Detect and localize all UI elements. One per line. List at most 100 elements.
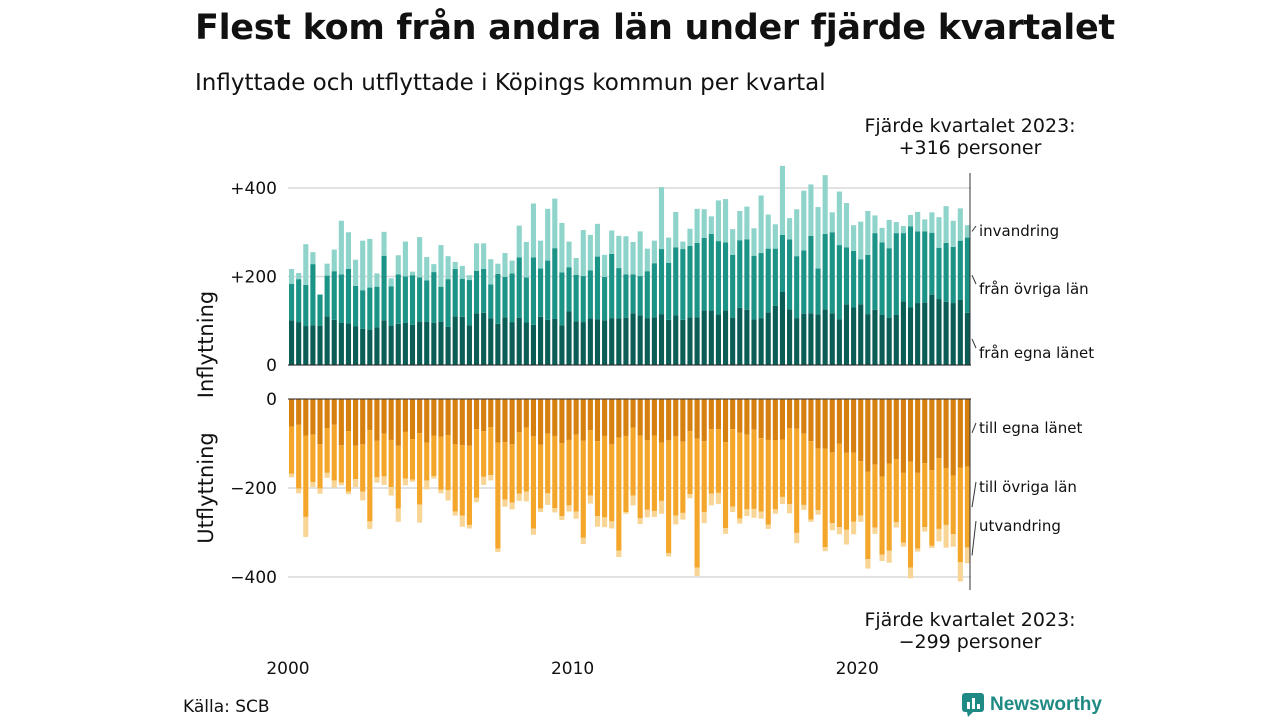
inflow-bar (943, 242, 949, 302)
outflow-bar (317, 444, 323, 489)
inflow-bar (872, 309, 878, 365)
inflow-bar (922, 231, 928, 303)
inflow-bar (459, 278, 465, 317)
inflow-bar (801, 250, 807, 314)
inflow-bar (751, 255, 757, 320)
inflow-bar (651, 240, 657, 264)
outflow-bar (822, 547, 828, 552)
outflow-bar (893, 399, 899, 460)
outflow-bar (922, 527, 928, 532)
outflow-bar (765, 439, 771, 525)
outflow-bar (886, 399, 892, 464)
inflow-bar (851, 250, 857, 308)
inflow-bar (687, 228, 693, 246)
outflow-bar (715, 429, 721, 493)
outflow-bar (324, 428, 330, 473)
outflow-bar (900, 472, 906, 543)
outflow-bar (353, 479, 359, 488)
inflow-bar (310, 252, 316, 265)
inflow-bar (324, 275, 330, 317)
outflow-bar (907, 461, 914, 568)
inflow-bar (900, 226, 906, 234)
outflow-bar (715, 492, 721, 505)
newsworthy-logo[interactable]: Newsworthy (962, 693, 1102, 717)
outflow-bar (744, 509, 750, 517)
outflow-bar (488, 475, 494, 481)
inflow-bar (395, 274, 401, 324)
outflow-bar (602, 517, 608, 528)
inflow-bar (580, 322, 586, 365)
outflow-bar (424, 442, 430, 481)
outflow-bar (395, 508, 401, 522)
inflow-bar (915, 303, 921, 365)
outflow-bar (801, 433, 807, 505)
outflow-bars (289, 399, 970, 582)
outflow-bar (602, 399, 608, 436)
outflow-bar (488, 399, 494, 428)
outflow-bar (851, 452, 857, 522)
x-tick-label: 2000 (266, 659, 309, 679)
outflow-bar (886, 463, 892, 551)
inflow-bar (744, 239, 750, 310)
inflow-bar (402, 276, 408, 323)
inflow-bar (331, 271, 337, 320)
outflow-bar (417, 399, 423, 434)
inflow-series-label: från övriga län (979, 280, 1089, 298)
outflow-bar (808, 519, 814, 522)
inflow-bar (374, 327, 380, 365)
outflow-bar (566, 439, 572, 506)
outflow-bar (523, 399, 529, 428)
inflow-bar (922, 219, 928, 232)
inflow-bar (758, 195, 764, 254)
outflow-bar (545, 399, 551, 434)
series-leader-line (971, 225, 977, 232)
outflow-bar (296, 488, 302, 494)
outflow-bar (374, 399, 380, 441)
inflow-bar (573, 321, 579, 365)
outflow-bar (758, 399, 764, 439)
inflow-bar (772, 305, 778, 365)
inflow-bar (402, 322, 408, 365)
inflow-bar (651, 263, 657, 318)
x-tick-label: 2010 (551, 659, 594, 679)
outflow-bar (445, 490, 451, 501)
inflow-axis-title: Inflyttning (194, 291, 218, 398)
inflow-bar (836, 245, 842, 320)
outflow-bar (708, 493, 714, 506)
outflow-bar (367, 521, 373, 529)
inflow-bar (317, 325, 323, 365)
inflow-bar (324, 316, 330, 365)
outflow-bar (673, 399, 679, 437)
outflow-bar (345, 491, 352, 495)
inflow-bar (331, 319, 337, 365)
outflow-bar (964, 399, 970, 467)
inflow-bar (787, 218, 793, 240)
series-leader-line (971, 520, 977, 556)
outflow-bar (495, 548, 501, 553)
outflow-bar (317, 488, 323, 494)
outflow-bar (388, 399, 394, 440)
outflow-bar (495, 399, 501, 443)
inflow-bar (822, 175, 828, 235)
inflow-bar (616, 235, 622, 269)
inflow-bar (865, 314, 871, 365)
inflow-bar (602, 276, 608, 321)
outflow-bar (473, 399, 480, 430)
inflow-bar (630, 274, 636, 314)
inflow-bar (737, 307, 743, 365)
inflow-bar (289, 268, 295, 285)
inflow-bar (644, 318, 650, 366)
outflow-bar (424, 399, 430, 443)
inflow-bar (466, 275, 472, 281)
inflow-bar (808, 235, 814, 314)
inflow-bar (374, 286, 380, 328)
outflow-bar (666, 440, 672, 553)
inflow-bar (424, 257, 430, 281)
inflow-bar (495, 273, 501, 324)
inflow-bar (694, 208, 700, 243)
inflow-y-tick-label: +200 (230, 268, 277, 288)
outflow-bar (694, 567, 700, 577)
outflow-bar (915, 472, 921, 549)
outflow-bar (865, 399, 871, 472)
inflow-bar (324, 263, 330, 276)
